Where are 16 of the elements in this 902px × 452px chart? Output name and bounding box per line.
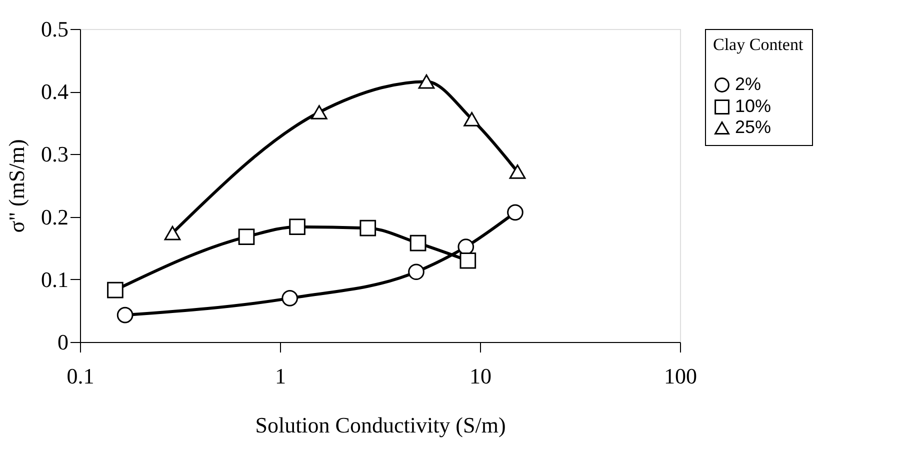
x-tick-label: 0.1 — [66, 364, 94, 388]
legend-label: 25% — [735, 117, 772, 137]
y-tick-label: 0.5 — [41, 16, 68, 42]
legend-label: 2% — [735, 74, 762, 94]
y-tick-label: 0.4 — [41, 79, 68, 104]
y-tick-label: 0.2 — [41, 204, 68, 230]
y-tick-label: 0.3 — [41, 142, 68, 167]
x-tick-label: 1 — [275, 364, 286, 388]
x-tick-label: 10 — [470, 364, 492, 388]
legend-label: 10% — [735, 96, 772, 116]
legend-title: Clay Content — [713, 35, 804, 54]
y-tick-label: 0 — [58, 330, 68, 354]
x-tick-label: 100 — [664, 364, 697, 388]
y-axis-title: σ" (mS/m) — [4, 139, 29, 233]
y-tick-label: 0.1 — [41, 266, 68, 292]
x-axis-title: Solution Conductivity (S/m) — [255, 412, 506, 438]
